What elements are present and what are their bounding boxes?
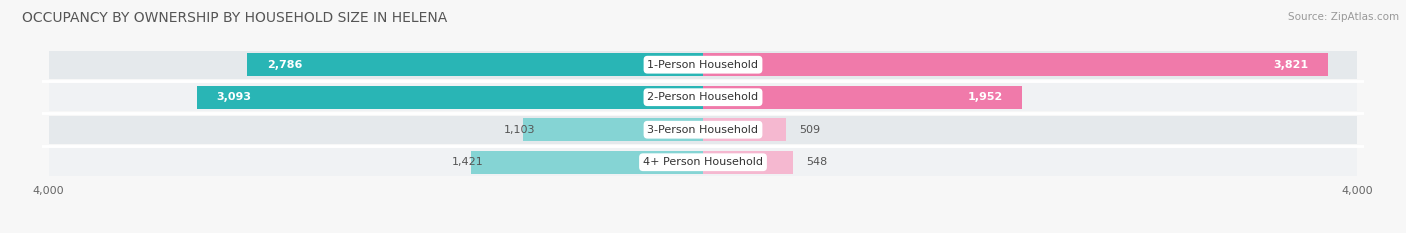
Text: Source: ZipAtlas.com: Source: ZipAtlas.com [1288,12,1399,22]
Text: 1,421: 1,421 [451,157,484,167]
Bar [247,53,703,76]
Bar [49,51,1357,79]
Text: 4+ Person Household: 4+ Person Household [643,157,763,167]
Text: OCCUPANCY BY OWNERSHIP BY HOUSEHOLD SIZE IN HELENA: OCCUPANCY BY OWNERSHIP BY HOUSEHOLD SIZE… [22,11,447,25]
Text: 1-Person Household: 1-Person Household [648,60,758,70]
Bar [703,118,786,141]
Text: 548: 548 [806,157,827,167]
Text: 3-Person Household: 3-Person Household [648,125,758,135]
Text: 1,103: 1,103 [505,125,536,135]
Bar [49,148,1357,176]
Bar [197,86,703,109]
Text: 2,786: 2,786 [267,60,302,70]
Text: 1,952: 1,952 [967,92,1002,102]
Bar [49,83,1357,111]
Bar [523,118,703,141]
Text: 2-Person Household: 2-Person Household [647,92,759,102]
Bar [703,151,793,174]
Bar [471,151,703,174]
Text: 3,093: 3,093 [217,92,252,102]
Bar [703,53,1329,76]
Bar [703,86,1022,109]
Text: 509: 509 [800,125,821,135]
Text: 3,821: 3,821 [1274,60,1309,70]
Bar [49,116,1357,144]
